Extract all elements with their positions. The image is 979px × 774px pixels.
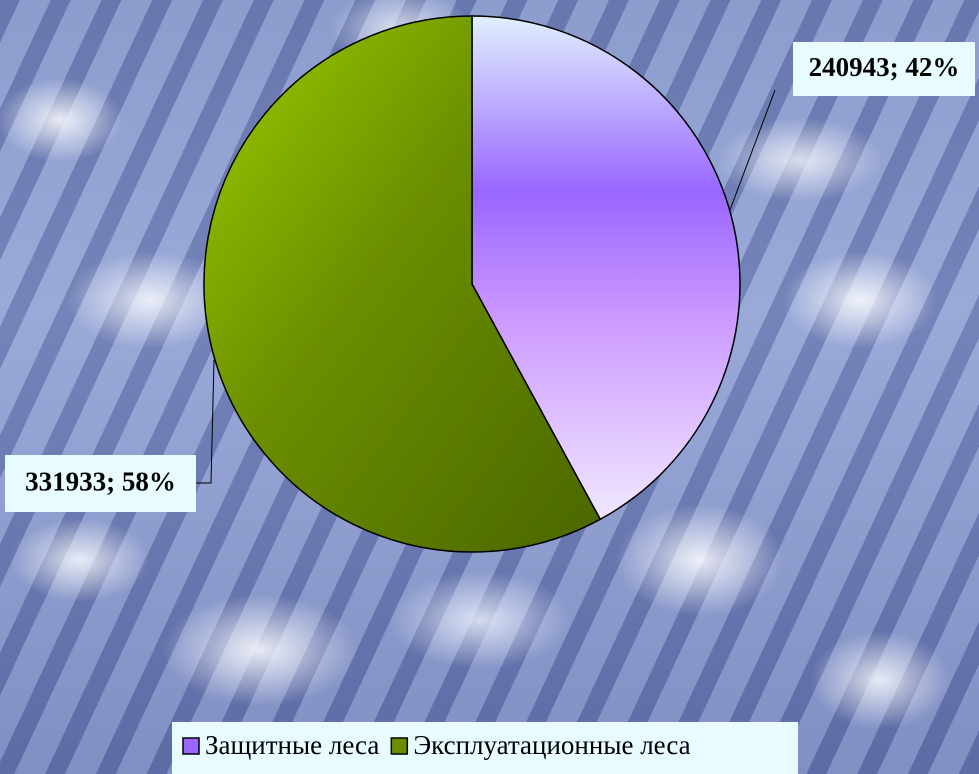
- data-label: 331933; 58%: [25, 467, 176, 497]
- leader-line: [196, 360, 214, 483]
- data-label: 240943; 42%: [809, 52, 960, 82]
- leader-line: [730, 90, 775, 210]
- legend-label: Эксплуатационные леса: [413, 730, 690, 760]
- legend-label: Защитные леса: [205, 730, 379, 760]
- page: 240943; 42% 331933; 58% Защитные леса Экспл…: [0, 0, 979, 774]
- chart: 240943; 42% 331933; 58% Защитные леса Экспл…: [0, 0, 979, 774]
- legend-swatch: [391, 738, 407, 754]
- legend-swatch: [183, 738, 199, 754]
